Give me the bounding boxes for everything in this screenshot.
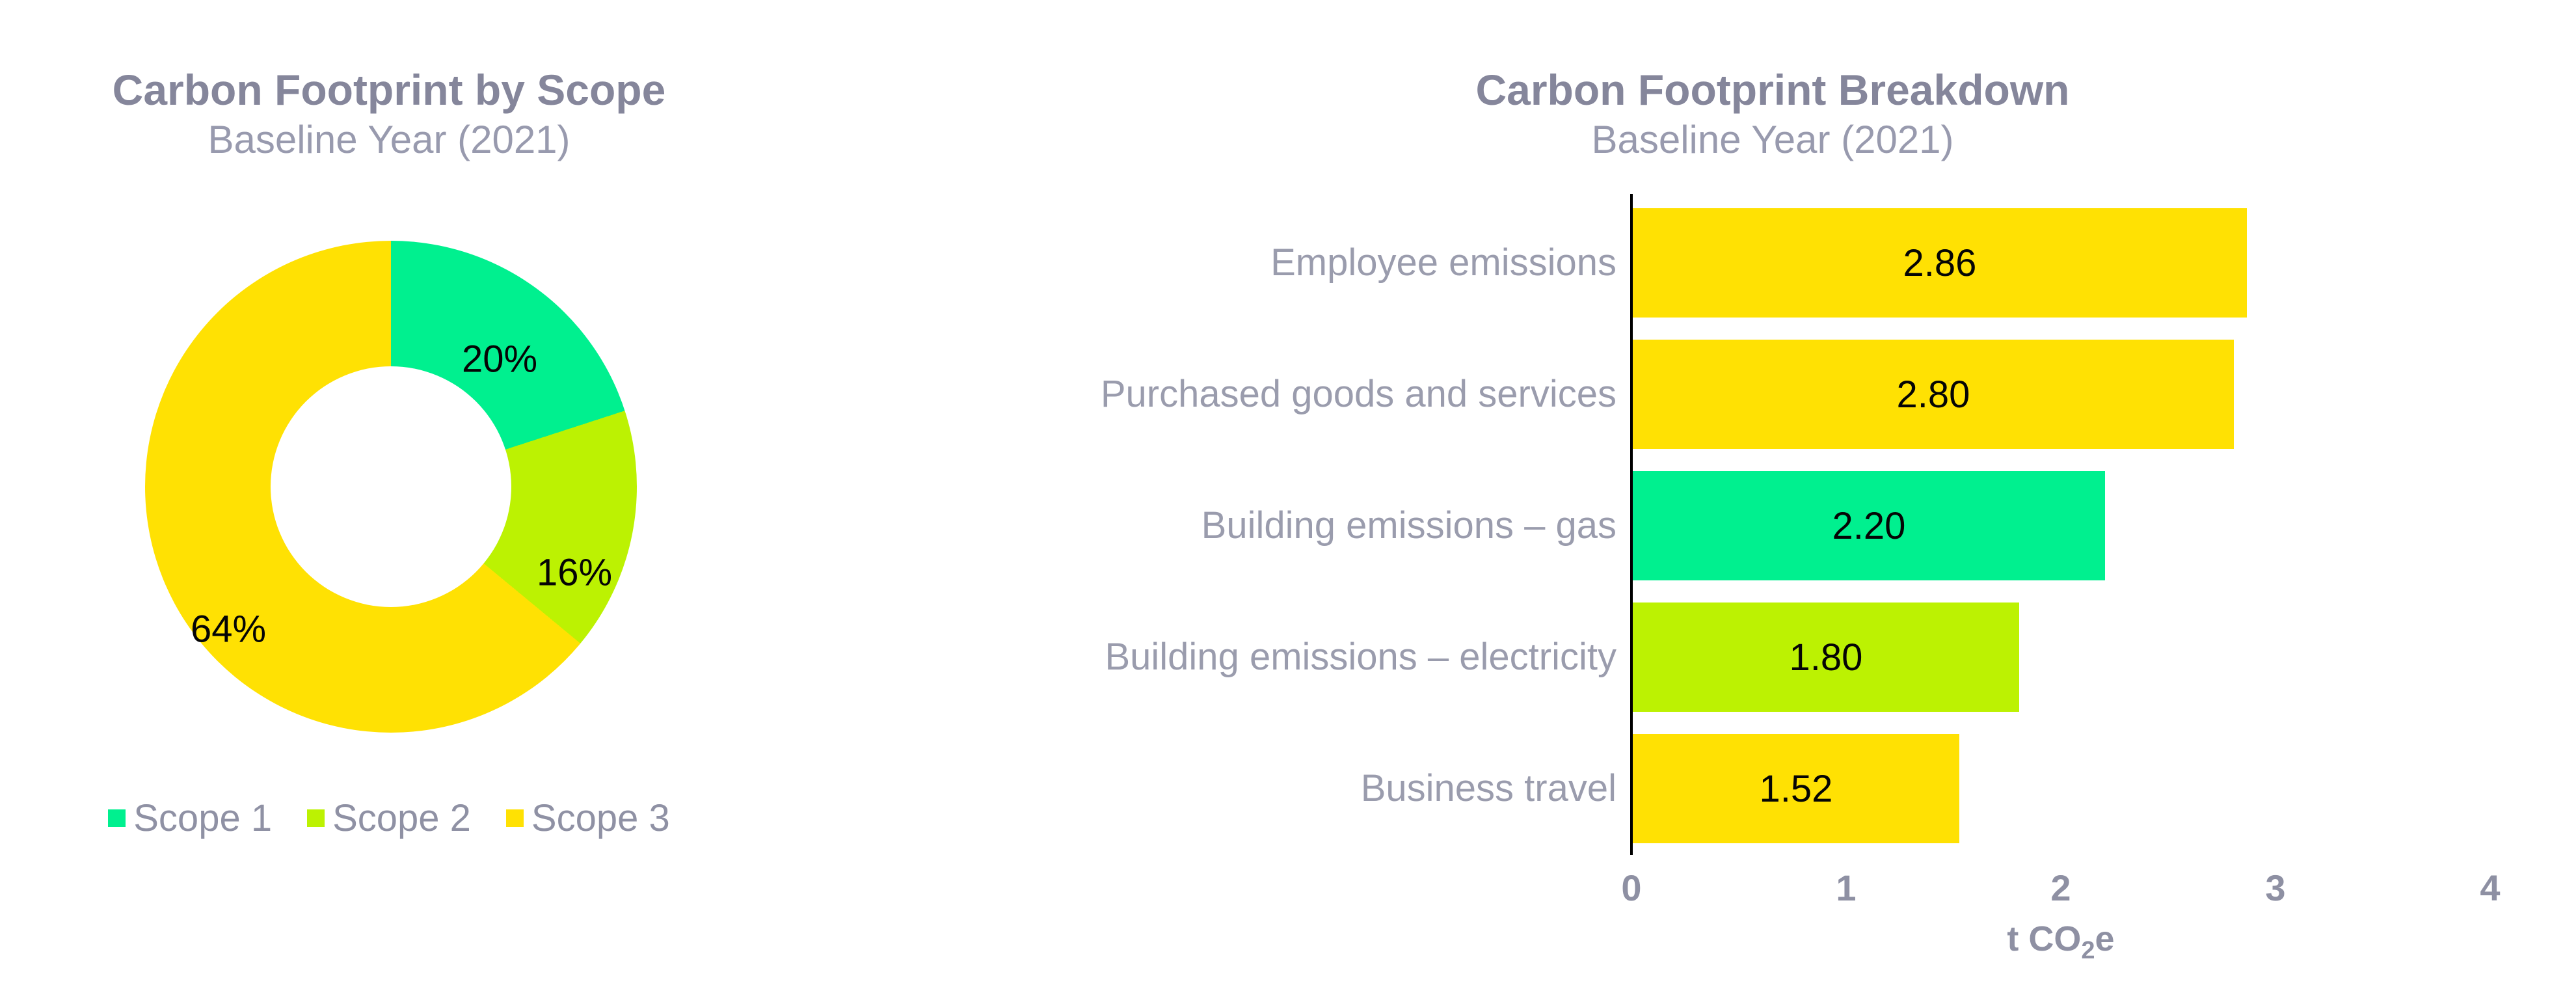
slice-label-scope2: 16%	[536, 551, 613, 594]
bar-value-label: 1.80	[1789, 636, 1863, 679]
bar-value-label: 2.20	[1832, 504, 1906, 547]
x-axis-label: t CO2e	[2007, 919, 2114, 965]
legend-label: Scope 1	[133, 797, 273, 839]
donut-chart-panel: Carbon Footprint by Scope Baseline Year …	[0, 0, 800, 1002]
legend-swatch-icon	[307, 809, 325, 827]
legend-item-scope-2: Scope 2	[307, 796, 471, 840]
bar: 1.52	[1633, 734, 1959, 843]
legend-label: Scope 2	[332, 797, 471, 839]
x-axis-label-subscript: 2	[2081, 937, 2095, 964]
donut-legend: Scope 1 Scope 2 Scope 3	[0, 796, 778, 840]
bar: 2.80	[1633, 340, 2234, 449]
x-tick: 2	[2050, 867, 2071, 908]
bar-value-label: 2.80	[1896, 373, 1970, 416]
legend-swatch-icon	[108, 809, 126, 827]
x-tick: 4	[2480, 867, 2501, 908]
bar-chart-subtitle: Baseline Year (2021)	[1591, 118, 1954, 161]
bar-chart-panel: Carbon Footprint Breakdown Baseline Year…	[976, 0, 2576, 1002]
x-tick: 1	[1836, 867, 1857, 908]
bar: 2.86	[1633, 208, 2247, 318]
legend-label: Scope 3	[531, 797, 670, 839]
bar-value-label: 2.86	[1903, 241, 1977, 284]
x-axis-label-post: e	[2095, 919, 2115, 958]
x-tick: 3	[2265, 867, 2286, 908]
category-label: Employee emissions	[1270, 241, 1617, 284]
category-label: Purchased goods and services	[1100, 373, 1617, 415]
bar-value-label: 1.52	[1759, 767, 1833, 810]
x-axis-label-pre: t CO	[2007, 919, 2082, 958]
x-tick: 0	[1621, 867, 1642, 908]
donut-hole	[271, 366, 511, 607]
legend-swatch-icon	[505, 809, 524, 827]
slice-label-scope1: 20%	[461, 338, 538, 381]
category-label: Building emissions – electricity	[1105, 636, 1617, 678]
slice-label-scope3: 64%	[190, 608, 267, 651]
bar: 2.20	[1633, 471, 2105, 580]
category-label: Business travel	[1360, 767, 1617, 809]
bar: 1.80	[1633, 603, 2019, 712]
bar-chart-title: Carbon Footprint Breakdown	[1475, 66, 2070, 114]
legend-item-scope-3: Scope 3	[505, 796, 670, 840]
donut-chart-subtitle: Baseline Year (2021)	[208, 118, 570, 161]
donut-chart: 20% 16% 64%	[145, 241, 637, 733]
category-label: Building emissions – gas	[1201, 504, 1617, 547]
legend-item-scope-1: Scope 1	[108, 796, 272, 840]
donut-chart-title: Carbon Footprint by Scope	[112, 66, 666, 114]
y-axis-line	[1630, 194, 1633, 855]
